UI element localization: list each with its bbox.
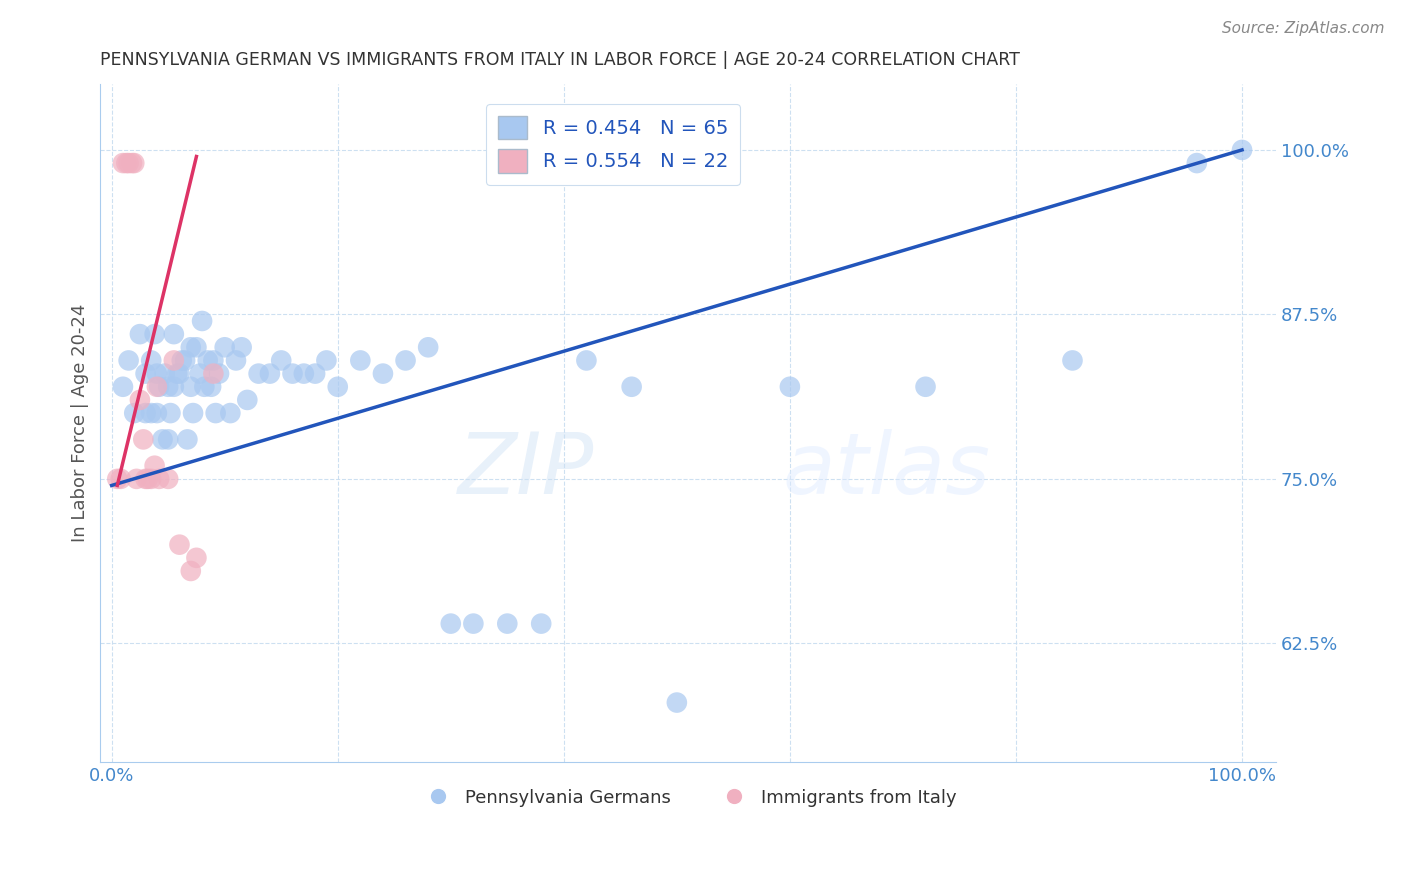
Point bbox=[463, 616, 485, 631]
Point bbox=[117, 353, 139, 368]
Point bbox=[174, 353, 197, 368]
Point bbox=[202, 353, 225, 368]
Point bbox=[169, 538, 191, 552]
Point bbox=[418, 340, 440, 354]
Point bbox=[132, 433, 155, 447]
Point bbox=[129, 327, 152, 342]
Point bbox=[136, 472, 159, 486]
Point bbox=[914, 380, 936, 394]
Point bbox=[146, 406, 169, 420]
Point bbox=[141, 353, 163, 368]
Point bbox=[148, 472, 170, 486]
Point bbox=[159, 406, 181, 420]
Point bbox=[148, 380, 170, 394]
Point bbox=[208, 367, 231, 381]
Point bbox=[1062, 353, 1084, 368]
Point bbox=[143, 327, 166, 342]
Point bbox=[247, 367, 270, 381]
Point bbox=[292, 367, 315, 381]
Text: Source: ZipAtlas.com: Source: ZipAtlas.com bbox=[1222, 21, 1385, 36]
Point bbox=[181, 406, 204, 420]
Point bbox=[141, 406, 163, 420]
Point bbox=[530, 616, 553, 631]
Point bbox=[176, 433, 198, 447]
Point bbox=[153, 367, 176, 381]
Point bbox=[152, 433, 174, 447]
Point bbox=[135, 472, 157, 486]
Point bbox=[146, 367, 169, 381]
Point bbox=[186, 550, 208, 565]
Point bbox=[157, 433, 180, 447]
Point bbox=[146, 380, 169, 394]
Point bbox=[575, 353, 598, 368]
Point bbox=[193, 380, 215, 394]
Point bbox=[122, 406, 145, 420]
Point bbox=[141, 472, 163, 486]
Point bbox=[166, 367, 188, 381]
Point bbox=[157, 380, 180, 394]
Point bbox=[110, 472, 132, 486]
Point bbox=[1185, 156, 1208, 170]
Point bbox=[259, 367, 281, 381]
Point bbox=[143, 458, 166, 473]
Point bbox=[111, 380, 134, 394]
Point bbox=[188, 367, 211, 381]
Point bbox=[620, 380, 643, 394]
Legend: Pennsylvania Germans, Immigrants from Italy: Pennsylvania Germans, Immigrants from It… bbox=[412, 781, 965, 814]
Point bbox=[371, 367, 394, 381]
Point bbox=[440, 616, 463, 631]
Point bbox=[665, 696, 688, 710]
Point bbox=[225, 353, 247, 368]
Point bbox=[231, 340, 253, 354]
Point bbox=[121, 156, 143, 170]
Point bbox=[157, 472, 180, 486]
Point bbox=[129, 392, 152, 407]
Point bbox=[186, 340, 208, 354]
Point bbox=[180, 380, 202, 394]
Point bbox=[125, 472, 148, 486]
Text: ZIP: ZIP bbox=[458, 429, 595, 512]
Point bbox=[111, 156, 134, 170]
Point bbox=[180, 564, 202, 578]
Text: atlas: atlas bbox=[782, 429, 990, 512]
Point bbox=[349, 353, 371, 368]
Point bbox=[170, 353, 193, 368]
Point bbox=[115, 156, 138, 170]
Point bbox=[394, 353, 416, 368]
Point bbox=[180, 340, 202, 354]
Point bbox=[315, 353, 337, 368]
Point bbox=[191, 314, 214, 328]
Point bbox=[326, 380, 349, 394]
Point bbox=[197, 353, 219, 368]
Point bbox=[1230, 143, 1253, 157]
Point bbox=[163, 353, 186, 368]
Point bbox=[779, 380, 801, 394]
Point bbox=[200, 380, 222, 394]
Point bbox=[105, 472, 128, 486]
Point bbox=[169, 367, 191, 381]
Point bbox=[135, 406, 157, 420]
Point bbox=[135, 367, 157, 381]
Point bbox=[117, 156, 139, 170]
Point bbox=[496, 616, 519, 631]
Point bbox=[163, 380, 186, 394]
Point bbox=[163, 327, 186, 342]
Point bbox=[236, 392, 259, 407]
Text: PENNSYLVANIA GERMAN VS IMMIGRANTS FROM ITALY IN LABOR FORCE | AGE 20-24 CORRELAT: PENNSYLVANIA GERMAN VS IMMIGRANTS FROM I… bbox=[100, 51, 1021, 69]
Point bbox=[304, 367, 326, 381]
Point bbox=[281, 367, 304, 381]
Point bbox=[214, 340, 236, 354]
Point bbox=[202, 367, 225, 381]
Y-axis label: In Labor Force | Age 20-24: In Labor Force | Age 20-24 bbox=[72, 304, 89, 542]
Point bbox=[122, 156, 145, 170]
Point bbox=[270, 353, 292, 368]
Point bbox=[204, 406, 226, 420]
Point bbox=[219, 406, 242, 420]
